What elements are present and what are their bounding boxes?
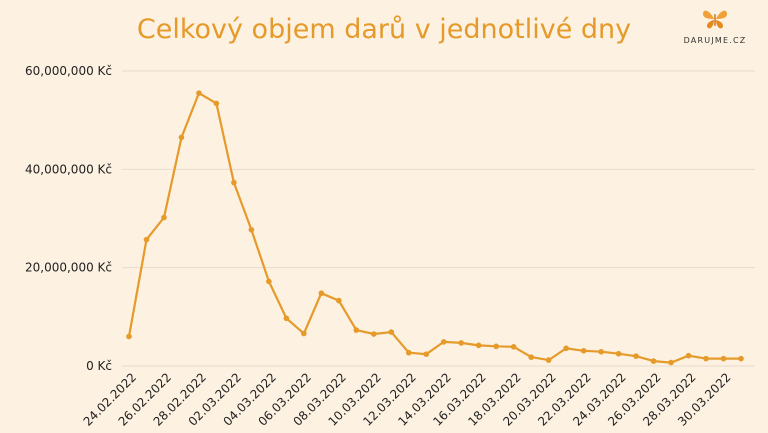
data-point: [423, 351, 430, 358]
data-point: [440, 339, 447, 345]
brand-logo: DARUJME.CZ: [680, 8, 750, 45]
data-point: [371, 331, 377, 337]
data-point: [283, 315, 290, 322]
y-tick-label: 60,000,000 Kč: [25, 64, 112, 78]
data-point: [475, 342, 482, 349]
data-point: [563, 345, 569, 352]
data-point: [633, 353, 639, 359]
data-point: [685, 352, 692, 359]
data-point: [388, 329, 395, 335]
data-point: [493, 343, 500, 350]
data-point: [545, 357, 552, 363]
data-point: [143, 236, 150, 243]
data-point: [266, 278, 272, 285]
logo-text: DARUJME.CZ: [683, 36, 747, 45]
data-point: [510, 344, 517, 350]
data-point: [650, 358, 657, 364]
data-point: [353, 327, 360, 333]
y-tick-label: 0 Kč: [86, 359, 112, 373]
y-tick-label: 40,000,000 Kč: [25, 162, 112, 176]
data-point: [248, 227, 255, 233]
data-point: [336, 297, 342, 304]
data-point: [178, 134, 185, 141]
data-point: [598, 348, 604, 355]
y-axis-labels: 0 Kč 20,000,000 Kč 40,000,000 Kč 60,000,000…: [25, 64, 112, 373]
data-point: [405, 349, 412, 356]
data-point: [213, 100, 220, 107]
data-point: [458, 340, 465, 346]
y-tick-label: 20,000,000 Kč: [25, 261, 112, 275]
grid-lines: [122, 70, 755, 367]
data-point: [196, 90, 202, 96]
data-point: [301, 330, 307, 337]
data-points: [126, 90, 744, 366]
data-point: [668, 359, 674, 366]
data-point: [580, 347, 587, 354]
x-axis-labels: 24.02.202226.02.202228.02.202202.03.2022…: [81, 370, 734, 428]
data-point: [318, 290, 325, 297]
chart-title: Celkový objem darů v jednotlivé dny: [136, 14, 632, 45]
data-point: [703, 355, 709, 362]
data-point: [231, 179, 237, 186]
data-point: [615, 350, 622, 357]
data-point: [126, 333, 132, 340]
butterfly-icon: [703, 10, 727, 29]
data-point: [161, 214, 167, 221]
data-point: [528, 354, 534, 360]
data-point: [720, 355, 727, 362]
series-line: [127, 92, 741, 364]
data-point: [738, 355, 744, 362]
